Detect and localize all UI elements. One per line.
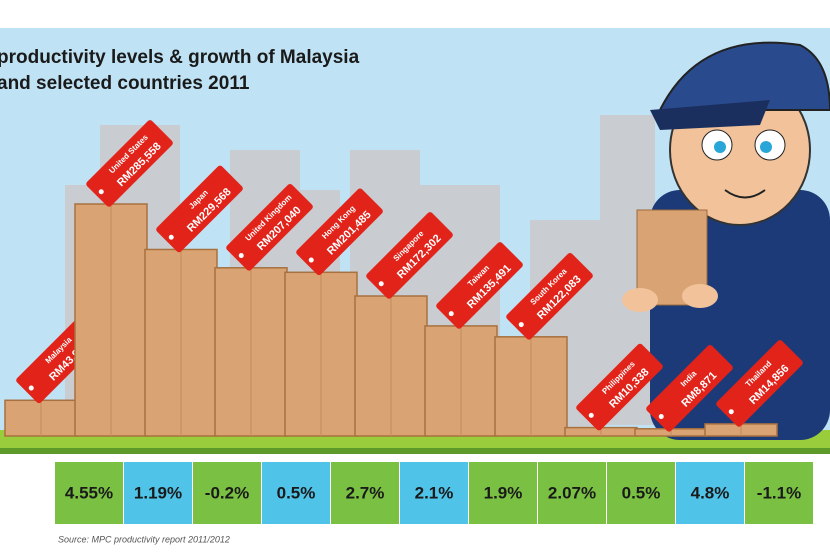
chart-title: and selected countries 2011	[0, 73, 250, 94]
growth-label: 2.7%	[346, 483, 385, 502]
chart-title: productivity levels & growth of Malaysia	[0, 47, 360, 68]
growth-label: -1.1%	[757, 483, 801, 502]
tag-hole	[518, 322, 524, 328]
growth-label: 4.55%	[65, 483, 113, 502]
growth-cell	[124, 462, 192, 524]
tag-hole	[588, 412, 594, 418]
tag-hole	[238, 253, 244, 259]
growth-cell	[607, 462, 675, 524]
growth-label: 1.9%	[484, 483, 523, 502]
tag-hole	[378, 281, 384, 287]
growth-cell	[676, 462, 744, 524]
tag-hole	[98, 189, 104, 195]
growth-label: -0.2%	[205, 483, 249, 502]
tag-body	[366, 212, 453, 299]
tag-body	[576, 343, 663, 431]
tag-hole	[448, 311, 454, 317]
growth-cell	[331, 462, 399, 524]
tag-body	[716, 340, 803, 427]
tag-hole	[28, 385, 34, 391]
source: Source: MPC productivity report 2011/201…	[58, 534, 230, 544]
tag-body	[646, 344, 733, 432]
growth-cell	[193, 462, 261, 524]
tag-body	[296, 188, 383, 276]
tag-hole	[168, 234, 174, 240]
tag-body	[506, 252, 593, 340]
growth-label: 0.5%	[622, 483, 661, 502]
growth-cell	[745, 462, 813, 524]
growth-label: 2.07%	[548, 483, 596, 502]
tag-body	[226, 183, 313, 271]
tag-hole	[658, 414, 664, 420]
tag-body	[156, 165, 243, 253]
growth-label: 4.8%	[691, 483, 730, 502]
growth-cell	[469, 462, 537, 524]
tag-hole	[308, 257, 314, 263]
growth-cell	[400, 462, 468, 524]
growth-label: 2.1%	[415, 483, 454, 502]
growth-cell	[538, 462, 606, 524]
growth-label: 0.5%	[277, 483, 316, 502]
tag-body	[86, 120, 173, 207]
growth-label: 1.19%	[134, 483, 182, 502]
tag-body	[436, 242, 523, 329]
ground-edge	[0, 448, 830, 454]
growth-cell	[262, 462, 330, 524]
tag-hole	[728, 409, 734, 415]
growth-cell	[55, 462, 123, 524]
